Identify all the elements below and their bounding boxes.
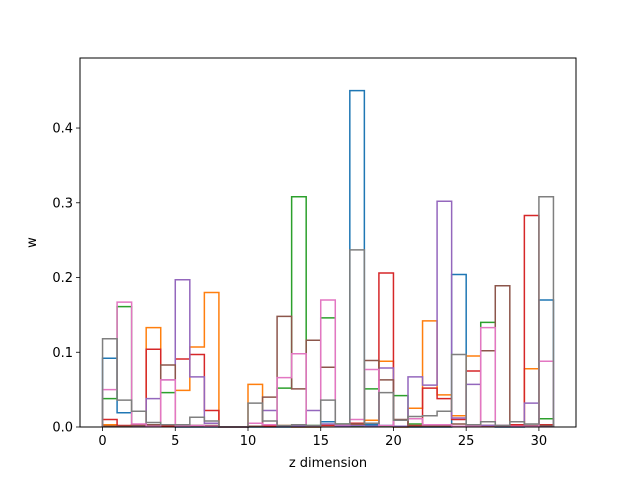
y-tick-label: 0.2 (52, 271, 73, 286)
y-tick-label: 0.3 (52, 196, 73, 211)
x-tick-label: 15 (312, 434, 329, 449)
y-tick-label: 0.0 (52, 421, 73, 436)
x-axis: 0 5 10 15 20 25 30 (98, 427, 547, 449)
series-0-step-line (101, 89, 555, 428)
x-axis-label: z dimension (289, 456, 367, 471)
series-layer (101, 89, 555, 428)
series-2-step-line (101, 196, 555, 428)
x-tick-label: 5 (171, 434, 179, 449)
x-tick-label: 0 (98, 434, 106, 449)
series-1-step-line (101, 291, 555, 428)
y-axis-label: w (25, 237, 40, 248)
x-tick-label: 10 (240, 434, 257, 449)
x-tick-label: 20 (385, 434, 402, 449)
y-tick-label: 0.1 (52, 346, 73, 361)
series-6-step-line (101, 299, 555, 428)
x-tick-label: 25 (458, 434, 475, 449)
x-tick-label: 30 (531, 434, 548, 449)
series-3-step-line (101, 214, 555, 428)
series-5-step-line (101, 284, 555, 428)
axes-frame (79, 57, 577, 428)
y-tick-label: 0.4 (52, 122, 73, 137)
series-7-step-line (101, 196, 555, 428)
y-axis: 0.0 0.1 0.2 0.3 0.4 (52, 122, 80, 436)
